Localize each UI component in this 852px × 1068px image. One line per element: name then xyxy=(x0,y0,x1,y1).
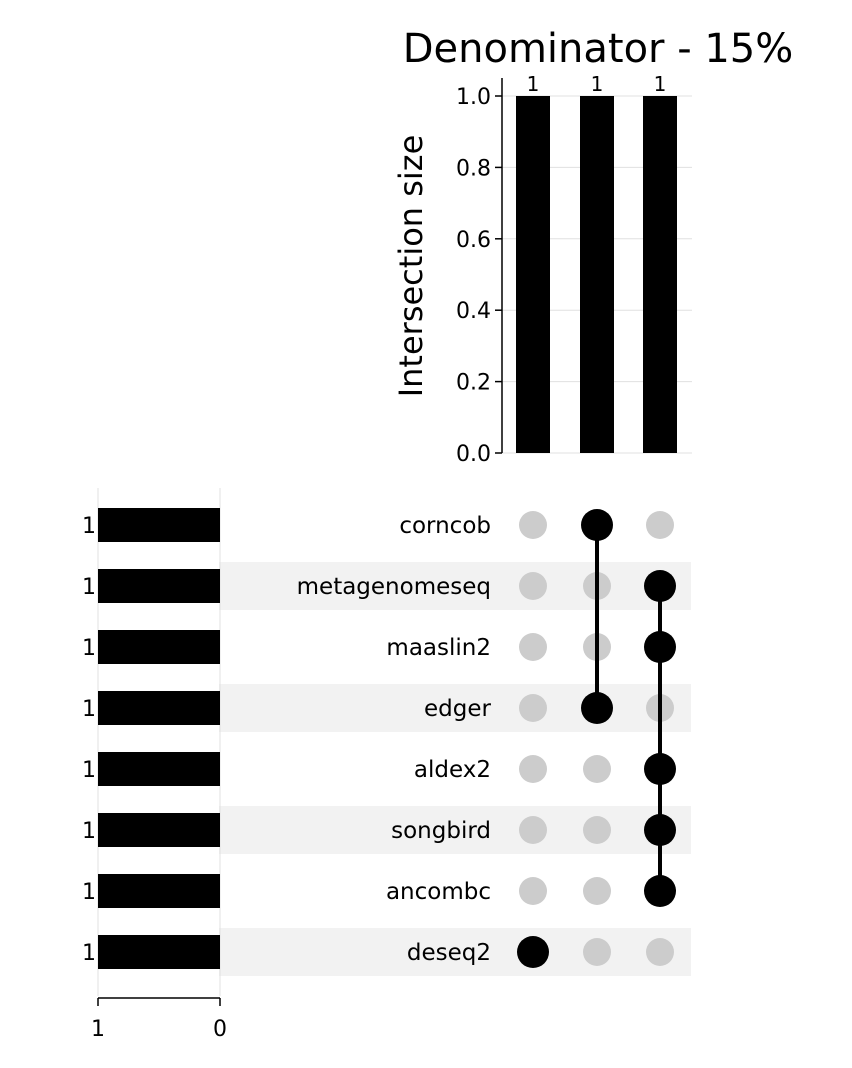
set-size-label: 1 xyxy=(82,575,96,600)
set-size-label: 1 xyxy=(82,636,96,661)
set-label-metagenomeseq: metagenomeseq xyxy=(297,574,491,600)
y-tick-label: 1.0 xyxy=(456,85,491,110)
set-size-bar-corncob xyxy=(98,508,220,542)
set-label-deseq2: deseq2 xyxy=(407,940,491,966)
set-label-songbird: songbird xyxy=(391,818,491,844)
set-size-bar-aldex2 xyxy=(98,752,220,786)
bar-value-label: 1 xyxy=(527,72,540,96)
matrix-dot-active xyxy=(517,936,549,968)
set-size-label: 1 xyxy=(82,758,96,783)
set-label-edger: edger xyxy=(424,696,492,722)
set-label-aldex2: aldex2 xyxy=(414,757,491,783)
matrix-dot-active xyxy=(644,875,676,907)
y-tick-label: 0.8 xyxy=(456,156,491,181)
row-stripe-metagenomeseq xyxy=(219,562,691,610)
set-size-bar-deseq2 xyxy=(98,935,220,969)
bar-value-label: 1 xyxy=(591,72,604,96)
matrix-dot-inactive xyxy=(519,877,547,905)
matrix-dot-active xyxy=(644,570,676,602)
set-size-label: 1 xyxy=(82,819,96,844)
matrix-dot-inactive xyxy=(583,938,611,966)
matrix-dot-inactive xyxy=(519,572,547,600)
row-stripe-songbird xyxy=(219,806,691,854)
matrix-dot-inactive xyxy=(583,877,611,905)
matrix-dot-inactive xyxy=(519,633,547,661)
matrix-dot-inactive xyxy=(519,694,547,722)
set-size-bars: 1 1 1 1 1 1 1 1 1 0 xyxy=(82,488,227,1042)
intersection-bar xyxy=(580,96,614,453)
set-size-bar-edger xyxy=(98,691,220,725)
chart-title: Denominator - 15% xyxy=(403,26,794,72)
matrix-dot-active xyxy=(581,509,613,541)
intersection-matrix xyxy=(517,509,676,968)
intersection-bars: 1 1 1 xyxy=(516,72,677,453)
matrix-dot-active xyxy=(644,814,676,846)
matrix-dot-inactive xyxy=(519,755,547,783)
matrix-dot-active xyxy=(644,631,676,663)
set-size-bar-songbird xyxy=(98,813,220,847)
set-size-label: 1 xyxy=(82,880,96,905)
set-size-label: 1 xyxy=(82,941,96,966)
matrix-dot-inactive xyxy=(583,816,611,844)
row-stripe-deseq2 xyxy=(219,928,691,976)
set-label-maaslin2: maaslin2 xyxy=(386,635,491,661)
matrix-dot-inactive xyxy=(519,511,547,539)
y-axis: 0.0 0.2 0.4 0.6 0.8 1.0 xyxy=(456,78,503,467)
y-axis-label: Intersection size xyxy=(392,135,430,398)
matrix-dot-active xyxy=(581,692,613,724)
set-size-bar-ancombc xyxy=(98,874,220,908)
intersection-bar xyxy=(516,96,550,453)
set-label-ancombc: ancombc xyxy=(386,879,491,905)
y-tick-label: 0.4 xyxy=(456,299,491,324)
matrix-dot-inactive xyxy=(646,938,674,966)
y-tick-label: 0.0 xyxy=(456,442,491,467)
set-size-bar-maaslin2 xyxy=(98,630,220,664)
y-tick-label: 0.6 xyxy=(456,228,491,253)
set-size-label: 1 xyxy=(82,697,96,722)
set-size-label: 1 xyxy=(82,514,96,539)
bar-value-label: 1 xyxy=(654,72,667,96)
set-label-corncob: corncob xyxy=(399,513,491,539)
set-size-tick-label: 1 xyxy=(91,1017,105,1042)
set-labels: corncob metagenomeseq maaslin2 edger aldex2 s… xyxy=(297,513,492,966)
intersection-bar xyxy=(643,96,677,453)
y-tick-label: 0.2 xyxy=(456,371,491,396)
set-size-tick-label: 0 xyxy=(213,1017,227,1042)
matrix-dot-inactive xyxy=(646,511,674,539)
matrix-dot-inactive xyxy=(519,816,547,844)
matrix-dot-inactive xyxy=(583,755,611,783)
set-size-bar-metagenomeseq xyxy=(98,569,220,603)
matrix-dot-active xyxy=(644,753,676,785)
